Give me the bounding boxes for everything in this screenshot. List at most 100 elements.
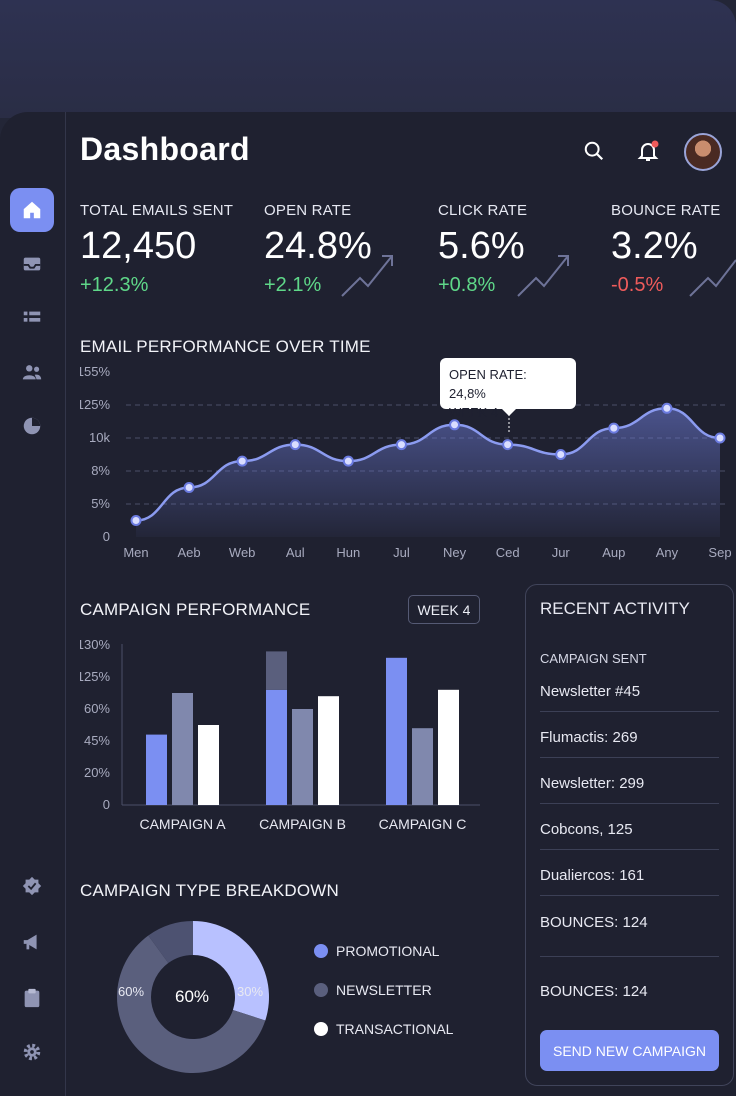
legend-label: PROMOTIONAL (336, 943, 440, 959)
inbox-icon (23, 257, 41, 271)
x-tick-label: Aul (286, 545, 305, 560)
data-point (236, 455, 248, 467)
y-tick-label: 20% (84, 765, 110, 780)
donut-right-label: 30% (237, 984, 264, 999)
campaign-donut-chart (117, 921, 269, 1073)
donut-slice (193, 921, 269, 1021)
legend-item: PROMOTIONAL (314, 943, 453, 959)
megaphone-icon (23, 934, 37, 950)
data-point (130, 515, 142, 526)
activity-item[interactable]: BOUNCES: 124 (540, 914, 648, 931)
send-campaign-button[interactable]: SEND NEW CAMPAIGN (540, 1030, 719, 1071)
pie-chart-icon (23, 417, 41, 435)
category-label: CAMPAIGN B (259, 816, 346, 832)
activity-item[interactable]: Newsletter: 299 (540, 775, 645, 792)
data-point (449, 419, 461, 431)
week-selector-button[interactable]: WEEK 4 (408, 595, 480, 624)
activity-subtitle: CAMPAIGN SENT (540, 651, 647, 666)
sidebar-item-users[interactable] (10, 350, 54, 394)
kpi-delta: +2.1% (264, 274, 322, 296)
gear-icon (23, 1043, 41, 1061)
app-panel (0, 112, 736, 1096)
kpi-label: CLICK RATE (438, 202, 528, 219)
data-point (183, 482, 195, 493)
donut-center-label: 60% (174, 987, 210, 1006)
kpi-delta: -0.5% (611, 274, 664, 296)
sidebar-item-reports[interactable] (10, 976, 54, 1020)
search-button[interactable] (580, 137, 608, 165)
y-tick-label: 5% (91, 496, 110, 511)
activity-item[interactable]: Newsletter #45 (540, 683, 641, 700)
sidebar-item-list[interactable] (10, 296, 54, 340)
donut-hole (152, 956, 234, 1038)
bar (266, 689, 287, 805)
x-tick-label: Men (123, 545, 148, 560)
x-tick-label: Aup (602, 545, 625, 560)
bar (146, 734, 167, 805)
x-tick-label: Jur (552, 545, 571, 560)
notifications-button[interactable] (634, 137, 662, 165)
bar (172, 693, 193, 805)
donut-slice (148, 921, 193, 964)
x-tick-label: Hun (336, 545, 360, 560)
divider (540, 956, 719, 957)
y-tick-label: 10k (89, 430, 110, 445)
donut-slice (117, 935, 266, 1073)
kpi-delta: +12.3% (80, 274, 149, 296)
tooltip-line-2: WEEK 4 (449, 405, 499, 420)
avatar[interactable] (684, 133, 722, 171)
sidebar-item-inbox[interactable] (10, 242, 54, 286)
activity-item[interactable]: Flumactis: 269 (540, 729, 638, 746)
sidebar-item-home[interactable] (10, 188, 54, 232)
activity-item[interactable]: Dualiercos: 161 (540, 867, 645, 884)
divider (540, 849, 719, 850)
divider (540, 757, 719, 758)
legend-label: NEWSLETTER (336, 982, 432, 998)
x-tick-label: Ney (443, 545, 467, 560)
kpi-total-emails: TOTAL EMAILS SENT 12,450 +12.3% (80, 202, 250, 297)
y-tick-label: 45% (84, 733, 110, 748)
y-tick-label: 125% (80, 669, 110, 684)
trend-up-icon (689, 259, 736, 297)
sidebar-item-analytics[interactable] (10, 404, 54, 448)
data-point (395, 439, 407, 451)
series-line (135, 407, 721, 522)
sidebar-item-verified[interactable] (10, 864, 54, 908)
activity-item[interactable]: BOUNCES: 124 (540, 983, 648, 1000)
category-label: CAMPAIGN A (139, 816, 226, 832)
y-tick-label: 155% (80, 364, 110, 379)
legend-swatch (314, 944, 328, 958)
kpi-open-rate: OPEN RATE 24.8% +2.1% (264, 202, 424, 297)
bar (198, 725, 219, 805)
kpi-value: 5.6% (438, 225, 525, 267)
data-point (289, 439, 301, 451)
x-tick-label: Web (229, 545, 256, 560)
divider (540, 711, 719, 712)
kpi-label: BOUNCE RATE (611, 202, 721, 219)
y-tick-label: 130% (80, 637, 110, 652)
list-icon (23, 311, 41, 322)
legend-swatch (314, 983, 328, 997)
data-point (661, 402, 673, 414)
bell-icon (637, 140, 659, 161)
activity-item[interactable]: Cobcons, 125 (540, 821, 633, 838)
x-tick-label: Ced (496, 545, 520, 560)
sidebar-item-settings[interactable] (10, 1030, 54, 1074)
activity-title: RECENT ACTIVITY (540, 599, 690, 618)
home-icon (23, 201, 41, 219)
legend-item: TRANSACTIONAL (314, 1021, 453, 1037)
kpi-bounce-rate: BOUNCE RATE 3.2% -0.5% (611, 202, 731, 297)
legend-swatch (314, 1022, 328, 1036)
kpi-click-rate: CLICK RATE 5.6% +0.8% (438, 202, 598, 297)
bar (412, 728, 433, 805)
sidebar-item-campaigns[interactable] (10, 920, 54, 964)
performance-chart: 0 5% 8% 10k 125% 155% Men Aeb Web Aul Hun Jul Ney Ced… (80, 364, 732, 560)
divider (540, 803, 719, 804)
bar (292, 709, 313, 805)
clipboard-icon (24, 988, 40, 1008)
donut-left-label: 60% (118, 984, 145, 999)
kpi-label: OPEN RATE (264, 202, 352, 219)
campaign-bar-chart: 0 20% 45% 60% 125% 130% CAMPAIGN A CAMPAIGN B CA… (80, 637, 480, 832)
x-tick-label: Any (656, 545, 679, 560)
data-point (714, 432, 726, 444)
